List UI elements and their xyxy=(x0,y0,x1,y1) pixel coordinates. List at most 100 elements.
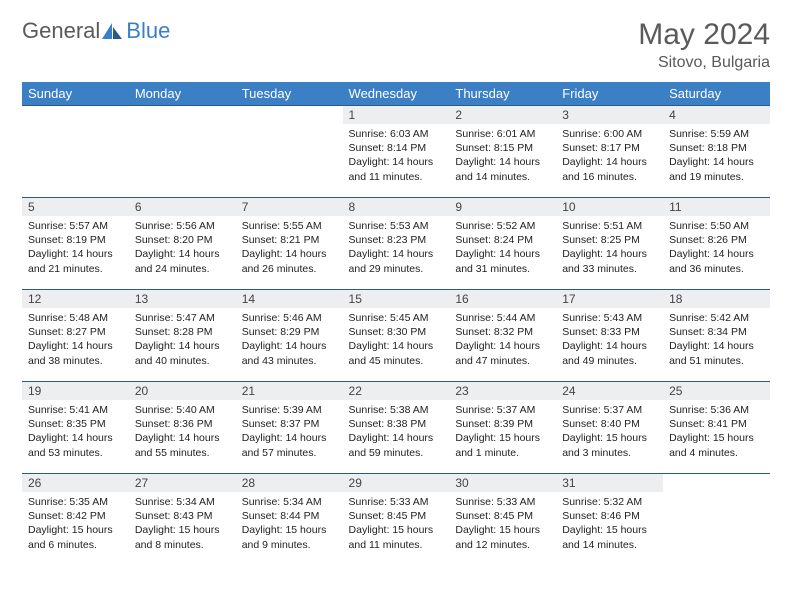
calendar-cell: 26Sunrise: 5:35 AMSunset: 8:42 PMDayligh… xyxy=(22,474,129,566)
weekday-header: Wednesday xyxy=(343,82,450,106)
day-details: Sunrise: 5:42 AMSunset: 8:34 PMDaylight:… xyxy=(663,308,770,371)
header: General Blue May 2024 Sitovo, Bulgaria xyxy=(22,18,770,72)
day-details: Sunrise: 5:35 AMSunset: 8:42 PMDaylight:… xyxy=(22,492,129,555)
day-details: Sunrise: 5:43 AMSunset: 8:33 PMDaylight:… xyxy=(556,308,663,371)
day-details: Sunrise: 5:55 AMSunset: 8:21 PMDaylight:… xyxy=(236,216,343,279)
day-number: 23 xyxy=(449,382,556,400)
calendar-table: SundayMondayTuesdayWednesdayThursdayFrid… xyxy=(22,82,770,566)
day-number: 11 xyxy=(663,198,770,216)
calendar-cell: 10Sunrise: 5:51 AMSunset: 8:25 PMDayligh… xyxy=(556,198,663,290)
day-details: Sunrise: 5:34 AMSunset: 8:43 PMDaylight:… xyxy=(129,492,236,555)
weekday-header: Saturday xyxy=(663,82,770,106)
day-number: 22 xyxy=(343,382,450,400)
day-details: Sunrise: 5:39 AMSunset: 8:37 PMDaylight:… xyxy=(236,400,343,463)
day-number: 4 xyxy=(663,106,770,124)
calendar-cell: 21Sunrise: 5:39 AMSunset: 8:37 PMDayligh… xyxy=(236,382,343,474)
day-details: Sunrise: 5:37 AMSunset: 8:39 PMDaylight:… xyxy=(449,400,556,463)
calendar-cell: 12Sunrise: 5:48 AMSunset: 8:27 PMDayligh… xyxy=(22,290,129,382)
calendar-cell: 9Sunrise: 5:52 AMSunset: 8:24 PMDaylight… xyxy=(449,198,556,290)
day-number: 27 xyxy=(129,474,236,492)
calendar-cell: 23Sunrise: 5:37 AMSunset: 8:39 PMDayligh… xyxy=(449,382,556,474)
calendar-head: SundayMondayTuesdayWednesdayThursdayFrid… xyxy=(22,82,770,106)
day-number: 20 xyxy=(129,382,236,400)
day-details: Sunrise: 5:59 AMSunset: 8:18 PMDaylight:… xyxy=(663,124,770,187)
calendar-cell: 22Sunrise: 5:38 AMSunset: 8:38 PMDayligh… xyxy=(343,382,450,474)
day-details: Sunrise: 5:41 AMSunset: 8:35 PMDaylight:… xyxy=(22,400,129,463)
day-details: Sunrise: 5:48 AMSunset: 8:27 PMDaylight:… xyxy=(22,308,129,371)
calendar-cell: 30Sunrise: 5:33 AMSunset: 8:45 PMDayligh… xyxy=(449,474,556,566)
day-details: Sunrise: 5:53 AMSunset: 8:23 PMDaylight:… xyxy=(343,216,450,279)
day-number: 25 xyxy=(663,382,770,400)
day-details: Sunrise: 5:46 AMSunset: 8:29 PMDaylight:… xyxy=(236,308,343,371)
day-number: 21 xyxy=(236,382,343,400)
calendar-cell: 31Sunrise: 5:32 AMSunset: 8:46 PMDayligh… xyxy=(556,474,663,566)
calendar-row: 1Sunrise: 6:03 AMSunset: 8:14 PMDaylight… xyxy=(22,106,770,198)
day-details: Sunrise: 5:45 AMSunset: 8:30 PMDaylight:… xyxy=(343,308,450,371)
day-number: 14 xyxy=(236,290,343,308)
day-details: Sunrise: 5:32 AMSunset: 8:46 PMDaylight:… xyxy=(556,492,663,555)
weekday-header: Tuesday xyxy=(236,82,343,106)
day-details: Sunrise: 5:51 AMSunset: 8:25 PMDaylight:… xyxy=(556,216,663,279)
calendar-cell-empty xyxy=(236,106,343,198)
day-number: 8 xyxy=(343,198,450,216)
day-number: 30 xyxy=(449,474,556,492)
day-number: 2 xyxy=(449,106,556,124)
day-number: 10 xyxy=(556,198,663,216)
day-number: 9 xyxy=(449,198,556,216)
weekday-header: Sunday xyxy=(22,82,129,106)
calendar-row: 26Sunrise: 5:35 AMSunset: 8:42 PMDayligh… xyxy=(22,474,770,566)
day-details: Sunrise: 5:40 AMSunset: 8:36 PMDaylight:… xyxy=(129,400,236,463)
weekday-header: Thursday xyxy=(449,82,556,106)
day-number: 26 xyxy=(22,474,129,492)
calendar-cell: 8Sunrise: 5:53 AMSunset: 8:23 PMDaylight… xyxy=(343,198,450,290)
calendar-row: 19Sunrise: 5:41 AMSunset: 8:35 PMDayligh… xyxy=(22,382,770,474)
logo-sail-icon xyxy=(102,23,124,39)
location: Sitovo, Bulgaria xyxy=(638,54,770,72)
calendar-row: 5Sunrise: 5:57 AMSunset: 8:19 PMDaylight… xyxy=(22,198,770,290)
day-number: 6 xyxy=(129,198,236,216)
calendar-page: General Blue May 2024 Sitovo, Bulgaria S… xyxy=(0,0,792,584)
day-number: 16 xyxy=(449,290,556,308)
calendar-cell: 24Sunrise: 5:37 AMSunset: 8:40 PMDayligh… xyxy=(556,382,663,474)
calendar-row: 12Sunrise: 5:48 AMSunset: 8:27 PMDayligh… xyxy=(22,290,770,382)
day-details: Sunrise: 5:52 AMSunset: 8:24 PMDaylight:… xyxy=(449,216,556,279)
calendar-cell: 19Sunrise: 5:41 AMSunset: 8:35 PMDayligh… xyxy=(22,382,129,474)
day-number: 19 xyxy=(22,382,129,400)
day-details: Sunrise: 6:01 AMSunset: 8:15 PMDaylight:… xyxy=(449,124,556,187)
calendar-cell: 15Sunrise: 5:45 AMSunset: 8:30 PMDayligh… xyxy=(343,290,450,382)
calendar-cell: 2Sunrise: 6:01 AMSunset: 8:15 PMDaylight… xyxy=(449,106,556,198)
day-details: Sunrise: 5:57 AMSunset: 8:19 PMDaylight:… xyxy=(22,216,129,279)
day-details: Sunrise: 5:33 AMSunset: 8:45 PMDaylight:… xyxy=(343,492,450,555)
day-details: Sunrise: 6:03 AMSunset: 8:14 PMDaylight:… xyxy=(343,124,450,187)
title-block: May 2024 Sitovo, Bulgaria xyxy=(638,18,770,72)
day-details: Sunrise: 5:38 AMSunset: 8:38 PMDaylight:… xyxy=(343,400,450,463)
day-number: 18 xyxy=(663,290,770,308)
calendar-cell: 29Sunrise: 5:33 AMSunset: 8:45 PMDayligh… xyxy=(343,474,450,566)
day-number: 5 xyxy=(22,198,129,216)
day-number: 13 xyxy=(129,290,236,308)
day-details: Sunrise: 5:44 AMSunset: 8:32 PMDaylight:… xyxy=(449,308,556,371)
day-details: Sunrise: 5:34 AMSunset: 8:44 PMDaylight:… xyxy=(236,492,343,555)
day-details: Sunrise: 5:36 AMSunset: 8:41 PMDaylight:… xyxy=(663,400,770,463)
month-title: May 2024 xyxy=(638,18,770,52)
day-details: Sunrise: 5:47 AMSunset: 8:28 PMDaylight:… xyxy=(129,308,236,371)
calendar-cell: 1Sunrise: 6:03 AMSunset: 8:14 PMDaylight… xyxy=(343,106,450,198)
weekday-header: Monday xyxy=(129,82,236,106)
calendar-cell: 11Sunrise: 5:50 AMSunset: 8:26 PMDayligh… xyxy=(663,198,770,290)
calendar-cell: 14Sunrise: 5:46 AMSunset: 8:29 PMDayligh… xyxy=(236,290,343,382)
calendar-cell: 17Sunrise: 5:43 AMSunset: 8:33 PMDayligh… xyxy=(556,290,663,382)
calendar-body: 1Sunrise: 6:03 AMSunset: 8:14 PMDaylight… xyxy=(22,106,770,566)
day-number: 1 xyxy=(343,106,450,124)
calendar-cell-empty xyxy=(663,474,770,566)
day-number: 3 xyxy=(556,106,663,124)
calendar-cell: 18Sunrise: 5:42 AMSunset: 8:34 PMDayligh… xyxy=(663,290,770,382)
calendar-cell: 13Sunrise: 5:47 AMSunset: 8:28 PMDayligh… xyxy=(129,290,236,382)
day-details: Sunrise: 5:56 AMSunset: 8:20 PMDaylight:… xyxy=(129,216,236,279)
calendar-cell: 5Sunrise: 5:57 AMSunset: 8:19 PMDaylight… xyxy=(22,198,129,290)
calendar-cell: 27Sunrise: 5:34 AMSunset: 8:43 PMDayligh… xyxy=(129,474,236,566)
day-details: Sunrise: 5:33 AMSunset: 8:45 PMDaylight:… xyxy=(449,492,556,555)
day-number: 15 xyxy=(343,290,450,308)
day-number: 7 xyxy=(236,198,343,216)
day-number: 24 xyxy=(556,382,663,400)
day-number: 12 xyxy=(22,290,129,308)
